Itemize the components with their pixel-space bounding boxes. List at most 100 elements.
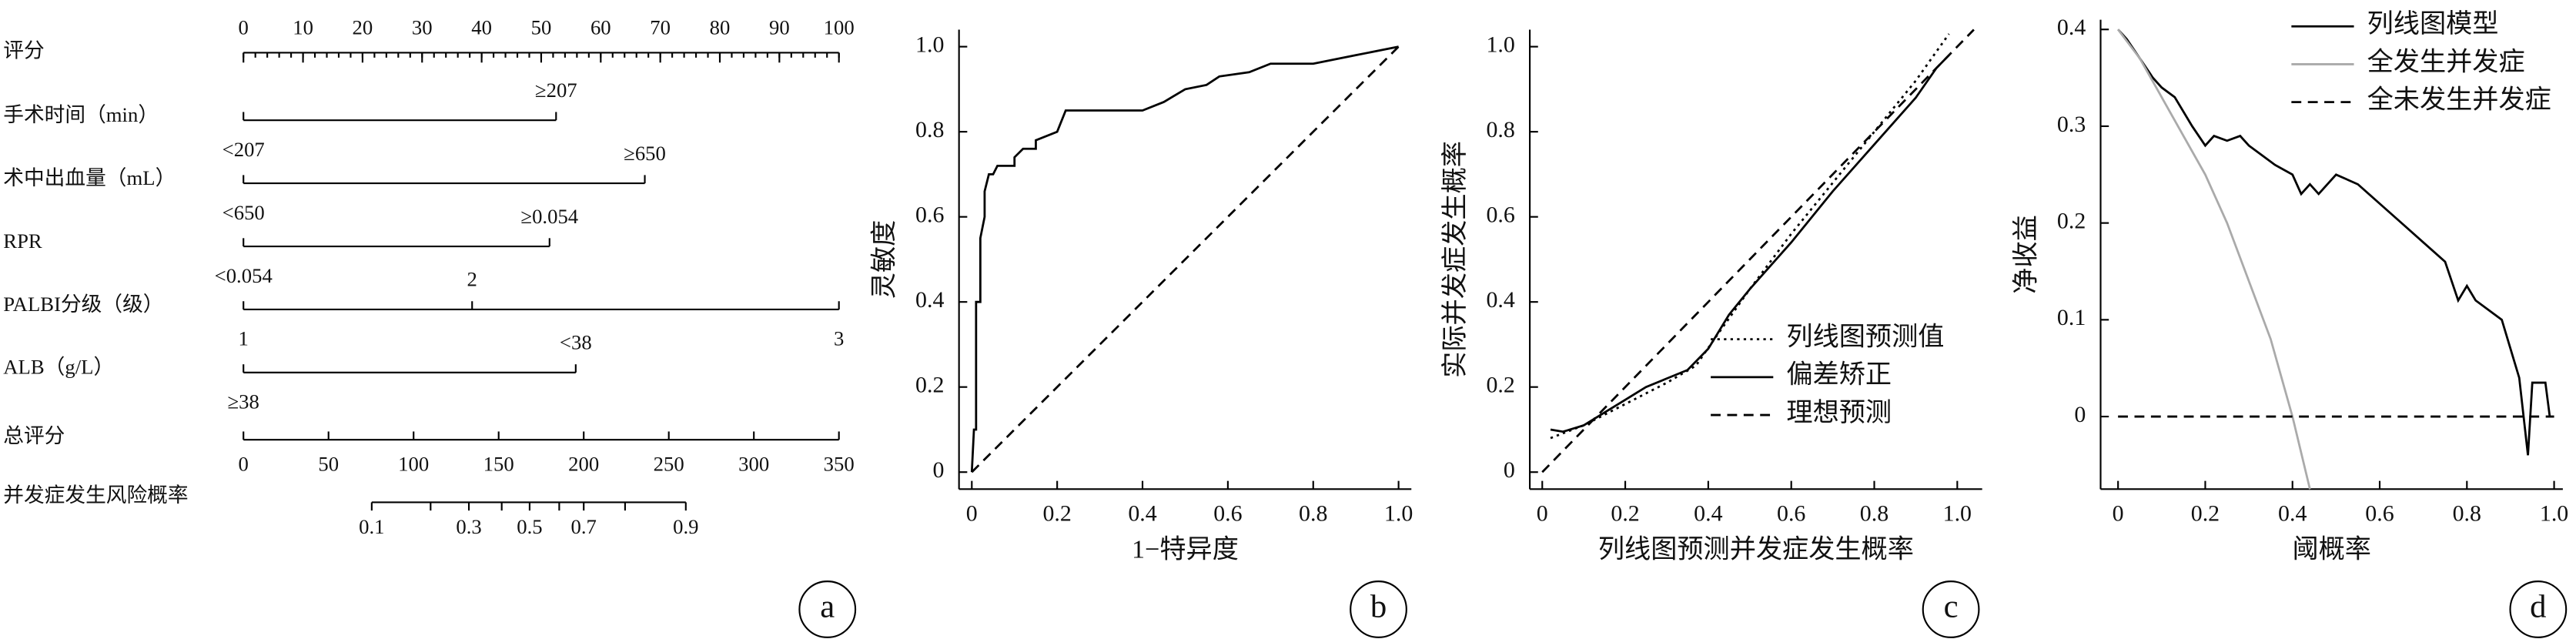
x-tick-label: 0.6 xyxy=(1213,500,1242,526)
y-tick-label: 0.4 xyxy=(1486,287,1514,313)
tick-label: 80 xyxy=(710,16,731,39)
level-label: <38 xyxy=(560,331,592,354)
level-label: 2 xyxy=(467,268,477,291)
x-tick-label: 0.6 xyxy=(1777,500,1805,526)
y-tick-label: 0.6 xyxy=(915,202,944,228)
tick-label: 70 xyxy=(650,16,671,39)
x-tick-label: 0.8 xyxy=(1860,500,1889,526)
y-tick-label: 0 xyxy=(932,457,944,483)
x-tick-label: 0 xyxy=(2113,500,2124,526)
x-tick-label: 0.2 xyxy=(1611,500,1639,526)
row-name: 手术时间（min） xyxy=(3,103,159,126)
x-tick-label: 0 xyxy=(1537,500,1548,526)
row-name: ALB（g/L） xyxy=(3,356,114,379)
panel-label: b xyxy=(1370,588,1387,624)
level-label: ≥0.054 xyxy=(520,205,578,228)
x-tick-label: 0.2 xyxy=(1042,500,1071,526)
tick-label: 300 xyxy=(738,453,769,476)
y-tick-label: 0 xyxy=(2074,402,2086,427)
y-tick-label: 0.6 xyxy=(1486,202,1514,228)
tick-label: 350 xyxy=(824,453,855,476)
tick-label: 100 xyxy=(824,16,855,39)
level-label: <207 xyxy=(222,138,265,161)
x-tick-label: 0.8 xyxy=(2453,500,2481,526)
row-name: 评分 xyxy=(3,39,44,62)
panel-label: a xyxy=(820,588,835,624)
tick-label: 150 xyxy=(483,453,514,476)
y-tick-label: 0.2 xyxy=(915,373,944,398)
series-line xyxy=(2117,28,2551,456)
row-name: PALBI分级（级） xyxy=(3,293,163,316)
tick-label: 30 xyxy=(412,16,433,39)
x-tick-label: 0.8 xyxy=(1299,500,1327,526)
series-line xyxy=(2117,28,2311,490)
tick-label: 50 xyxy=(318,453,339,476)
x-axis-label: 1−特异度 xyxy=(1132,534,1239,564)
x-axis-label: 阈概率 xyxy=(2292,534,2371,564)
y-tick-label: 0.2 xyxy=(1486,373,1514,398)
row-name: 并发症发生风险概率 xyxy=(3,483,188,507)
x-axis-label: 列线图预测并发症发生概率 xyxy=(1598,534,1914,564)
series-line xyxy=(970,45,1399,473)
y-tick-label: 0.8 xyxy=(1486,117,1514,142)
x-tick-label: 0.2 xyxy=(2191,500,2220,526)
tick-label: 0.9 xyxy=(673,515,698,538)
y-tick-label: 0.3 xyxy=(2057,112,2086,137)
x-tick-label: 0.4 xyxy=(2278,500,2307,526)
row-name: RPR xyxy=(3,229,42,253)
tick-label: 100 xyxy=(398,453,429,476)
x-tick-label: 0.4 xyxy=(1694,500,1722,526)
y-tick-label: 0.1 xyxy=(2057,305,2086,330)
series-line xyxy=(971,42,1404,473)
legend-label: 理想预测 xyxy=(1786,398,1892,427)
series-line xyxy=(1550,54,1950,433)
level-label: ≥207 xyxy=(535,79,577,102)
level-label: <0.054 xyxy=(215,264,273,287)
tick-label: 90 xyxy=(769,16,790,39)
x-tick-label: 0.6 xyxy=(2365,500,2394,526)
panel-badge xyxy=(798,580,857,638)
row-name: 总评分 xyxy=(3,424,65,447)
y-axis-label: 实际并发症发生概率 xyxy=(1440,141,1470,378)
legend-label: 列线图模型 xyxy=(2367,9,2499,38)
tick-label: 0 xyxy=(239,453,249,476)
y-axis-label: 净收益 xyxy=(2011,215,2040,294)
level-label: ≥38 xyxy=(228,390,259,413)
tick-label: 50 xyxy=(531,16,552,39)
x-tick-label: 1.0 xyxy=(2540,500,2568,526)
tick-label: 0 xyxy=(239,16,249,39)
panel-badge xyxy=(1350,580,1407,638)
legend-label: 全发生并发症 xyxy=(2367,47,2525,76)
x-tick-label: 1.0 xyxy=(1384,500,1413,526)
y-tick-label: 0.4 xyxy=(2057,15,2086,40)
legend-label: 列线图预测值 xyxy=(1786,323,1944,352)
level-label: ≥650 xyxy=(624,142,666,165)
panel-badge xyxy=(1922,580,1980,638)
legend-label: 偏差矫正 xyxy=(1786,360,1892,390)
x-tick-label: 1.0 xyxy=(1943,500,1972,526)
tick-label: 20 xyxy=(353,16,373,39)
tick-label: 0.7 xyxy=(571,515,597,538)
y-tick-label: 1.0 xyxy=(1486,32,1514,57)
y-tick-label: 0.4 xyxy=(915,287,944,313)
tick-label: 0.5 xyxy=(517,515,542,538)
y-tick-label: 0 xyxy=(1504,457,1515,483)
tick-label: 10 xyxy=(293,16,313,39)
tick-label: 0.1 xyxy=(359,515,384,538)
tick-label: 0.3 xyxy=(456,515,481,538)
series-line xyxy=(1541,28,1975,473)
legend-label: 全未发生并发症 xyxy=(2367,85,2551,114)
y-tick-label: 1.0 xyxy=(915,32,944,57)
tick-label: 40 xyxy=(471,16,492,39)
level-label: 1 xyxy=(239,327,249,350)
level-label: 3 xyxy=(834,327,844,350)
tick-label: 200 xyxy=(568,453,599,476)
panel-label: c xyxy=(1944,588,1959,624)
y-axis-label: 灵敏度 xyxy=(870,220,899,299)
y-tick-label: 0.2 xyxy=(2057,209,2086,234)
tick-label: 250 xyxy=(654,453,684,476)
panel-label: d xyxy=(2530,588,2546,624)
tick-label: 60 xyxy=(590,16,611,39)
x-tick-label: 0.4 xyxy=(1128,500,1156,526)
